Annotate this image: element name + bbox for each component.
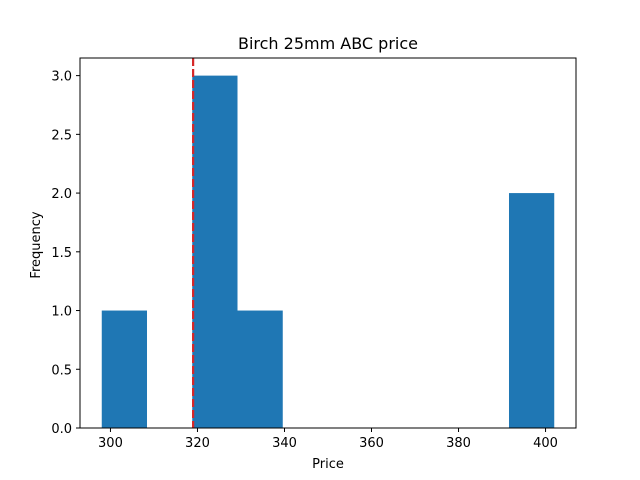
- histogram-bar: [508, 193, 555, 428]
- histogram-bar: [101, 310, 148, 428]
- x-tick-label: 380: [446, 436, 471, 451]
- x-tick-label: 360: [359, 436, 384, 451]
- x-tick-label: 300: [98, 436, 123, 451]
- y-tick-label: 3.0: [51, 70, 72, 85]
- x-tick-label: 400: [533, 436, 558, 451]
- y-tick-label: 2.0: [51, 187, 72, 202]
- histogram-bar: [237, 310, 283, 428]
- y-tick-label: 0.0: [51, 422, 72, 437]
- y-tick-label: 1.5: [51, 246, 72, 261]
- x-axis-label: Price: [312, 457, 344, 472]
- histogram-bar: [192, 75, 238, 428]
- y-ticks-group: 0.0 0.5 1.0 1.5 2.0 2.5 3.0: [51, 70, 80, 437]
- chart-title: Birch 25mm ABC price: [238, 34, 418, 53]
- bars-group: [101, 75, 555, 428]
- y-tick-label: 1.0: [51, 305, 72, 320]
- y-axis-label: Frequency: [29, 211, 44, 278]
- plot-frame: [79, 57, 577, 429]
- x-tick-label: 320: [185, 436, 210, 451]
- x-ticks-group: 300 320 340 360 380 400: [98, 428, 558, 451]
- x-tick-label: 340: [272, 436, 297, 451]
- y-tick-label: 2.5: [51, 128, 72, 143]
- y-tick-label: 0.5: [51, 363, 72, 378]
